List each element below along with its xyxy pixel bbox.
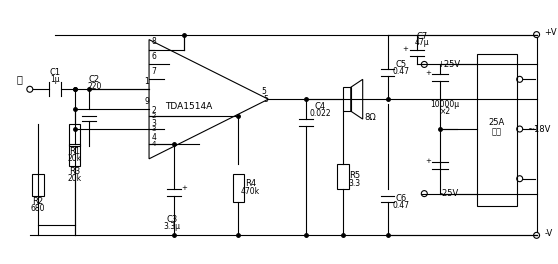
Bar	[233, 174, 244, 201]
Text: C6: C6	[396, 194, 407, 203]
Bar	[477, 54, 517, 206]
Text: R2: R2	[32, 197, 44, 206]
Text: R1: R1	[69, 147, 80, 156]
Text: +: +	[181, 185, 187, 191]
Text: 全桥: 全桥	[492, 128, 502, 136]
Text: +: +	[402, 45, 408, 51]
Text: 3.3: 3.3	[349, 179, 361, 188]
Text: 7: 7	[152, 67, 156, 76]
Text: +25V: +25V	[437, 60, 461, 69]
Text: 6: 6	[152, 52, 156, 61]
Bar	[69, 124, 80, 146]
Text: -25V: -25V	[440, 189, 459, 198]
Text: TDA1514A: TDA1514A	[165, 102, 213, 111]
Text: R5: R5	[349, 171, 360, 180]
Text: 5: 5	[263, 95, 268, 104]
Text: 220: 220	[87, 82, 102, 91]
Text: 5: 5	[261, 87, 266, 96]
Text: 680: 680	[31, 204, 45, 213]
Text: 20k: 20k	[68, 154, 81, 163]
Text: 10000μ: 10000μ	[431, 100, 460, 109]
Bar	[337, 164, 349, 189]
Text: ~18V: ~18V	[527, 125, 550, 134]
Text: C3: C3	[166, 215, 177, 224]
Text: 470k: 470k	[241, 187, 260, 196]
Text: 3.3μ: 3.3μ	[163, 222, 180, 231]
Text: 4: 4	[152, 141, 156, 147]
Text: 4: 4	[152, 134, 156, 143]
Text: C2: C2	[89, 75, 100, 84]
Text: C4: C4	[314, 102, 325, 111]
Bar	[343, 87, 351, 111]
Text: 1: 1	[145, 77, 150, 86]
Text: 3: 3	[152, 119, 156, 128]
Text: +: +	[425, 70, 431, 76]
Bar	[69, 144, 80, 166]
Text: 8Ω: 8Ω	[365, 112, 377, 122]
Text: 9: 9	[145, 97, 150, 106]
Text: -V: -V	[545, 229, 553, 238]
Text: 3: 3	[152, 126, 156, 132]
Text: R4: R4	[245, 179, 256, 188]
Text: 0.47: 0.47	[393, 201, 410, 210]
Text: 8: 8	[152, 37, 156, 46]
Text: 0.022: 0.022	[309, 109, 331, 118]
Bar	[32, 174, 44, 196]
Text: +: +	[425, 158, 431, 164]
Text: 1μ: 1μ	[50, 75, 60, 84]
Text: 2: 2	[152, 113, 156, 119]
Text: C1: C1	[49, 68, 60, 77]
Text: 0.47: 0.47	[393, 67, 410, 76]
Text: R3: R3	[69, 167, 80, 176]
Text: 47μ: 47μ	[415, 38, 430, 47]
Text: 入: 入	[17, 74, 23, 84]
Text: +V: +V	[545, 28, 557, 37]
Text: ×2: ×2	[440, 107, 451, 116]
Text: 25A: 25A	[489, 117, 505, 126]
Text: 20k: 20k	[68, 174, 81, 183]
Text: C5: C5	[396, 60, 407, 69]
Text: C7: C7	[417, 32, 428, 41]
Text: 2: 2	[152, 106, 156, 115]
